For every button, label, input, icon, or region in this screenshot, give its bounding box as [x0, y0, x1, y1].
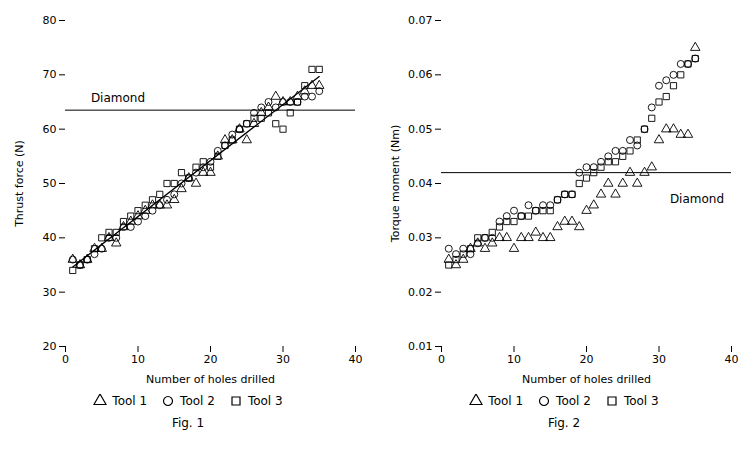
html-text:Tool 1: Tool 1	[112, 394, 148, 408]
svg-text:70: 70	[43, 68, 57, 81]
svg-text:10: 10	[507, 353, 521, 366]
html-text:Tool 2: Tool 2	[180, 394, 215, 408]
svg-text:40: 40	[43, 231, 57, 244]
svg-text:0.02: 0.02	[408, 286, 433, 299]
html-text:Fig. 2: Fig. 2	[547, 416, 581, 430]
html-text:Tool 1: Tool 1	[488, 394, 524, 408]
svg-text:0.05: 0.05	[408, 123, 433, 136]
svg-text:30: 30	[652, 353, 666, 366]
svg-text:20: 20	[43, 340, 57, 353]
svg-text:0.01: 0.01	[408, 340, 433, 353]
svg-text:Diamond: Diamond	[670, 192, 724, 206]
html-text:Tool 3: Tool 3	[623, 394, 659, 408]
svg-text:Number of holes drilled: Number of holes drilled	[522, 373, 651, 386]
svg-text:0: 0	[438, 353, 445, 366]
svg-text:Thrust force (N): Thrust force (N)	[13, 140, 26, 228]
svg-text:40: 40	[725, 353, 739, 366]
svg-text:60: 60	[43, 123, 57, 136]
html-text:Tool 2: Tool 2	[556, 394, 591, 408]
svg-text:0: 0	[62, 353, 69, 366]
svg-text:10: 10	[131, 353, 145, 366]
svg-text:20: 20	[204, 353, 218, 366]
html-text:Tool 3: Tool 3	[247, 394, 283, 408]
html-text:Fig. 1: Fig. 1	[171, 416, 205, 430]
svg-text:50: 50	[43, 177, 57, 190]
svg-text:30: 30	[43, 286, 57, 299]
svg-text:30: 30	[276, 353, 290, 366]
svg-text:0.06: 0.06	[408, 68, 433, 81]
svg-text:40: 40	[349, 353, 363, 366]
svg-text:Number of holes drilled: Number of holes drilled	[146, 373, 275, 386]
svg-text:20: 20	[580, 353, 594, 366]
svg-text:0.07: 0.07	[408, 14, 433, 27]
svg-text:Diamond: Diamond	[91, 91, 145, 105]
svg-text:0.03: 0.03	[408, 231, 433, 244]
svg-text:80: 80	[43, 14, 57, 27]
svg-text:Torque moment (Nm): Torque moment (Nm)	[389, 125, 402, 243]
svg-text:0.04: 0.04	[408, 177, 433, 190]
